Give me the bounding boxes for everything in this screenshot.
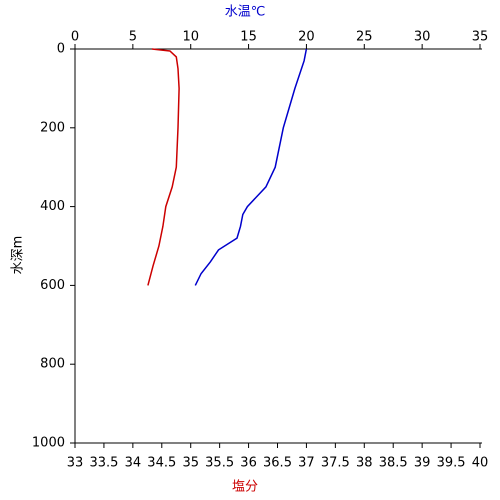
x-tick-label: 33.5 <box>89 456 118 471</box>
y-tick-label: 600 <box>40 278 65 293</box>
y-tick-label: 800 <box>40 357 65 372</box>
x-tick-label: 39 <box>414 456 431 471</box>
x2-tick-label: 15 <box>240 30 257 45</box>
x-tick-label: 40 <box>472 456 489 471</box>
y-tick-label: 0 <box>57 42 65 57</box>
x-tick-label: 38.5 <box>379 456 408 471</box>
y-axis-label: 水深m <box>11 236 26 275</box>
x-tick-label: 37.5 <box>321 456 350 471</box>
x-tick-label: 34 <box>125 456 142 471</box>
y-tick-label: 400 <box>40 199 65 214</box>
x2-tick-label: 0 <box>71 30 79 45</box>
x2-tick-label: 10 <box>182 30 199 45</box>
x-tick-label: 38 <box>356 456 373 471</box>
x-tick-label: 35 <box>182 456 199 471</box>
x2-tick-label: 30 <box>414 30 431 45</box>
x-tick-label: 35.5 <box>205 456 234 471</box>
x2-tick-label: 5 <box>129 30 137 45</box>
x-axis-label: 塩分 <box>232 480 258 495</box>
y-tick-label: 1000 <box>32 436 65 451</box>
x-tick-label: 36.5 <box>263 456 292 471</box>
x-tick-label: 34.5 <box>147 456 176 471</box>
x2-tick-label: 20 <box>298 30 315 45</box>
x-tick-label: 39.5 <box>437 456 466 471</box>
x2-tick-label: 25 <box>356 30 373 45</box>
x2-axis-label: 水温℃ <box>225 5 266 20</box>
x2-tick-label: 35 <box>472 30 489 45</box>
x-tick-label: 33 <box>67 456 84 471</box>
x-tick-label: 36 <box>240 456 257 471</box>
x-tick-label: 37 <box>298 456 315 471</box>
profile-line <box>194 48 308 286</box>
profile-line <box>147 48 180 286</box>
y-tick-label: 200 <box>40 120 65 135</box>
